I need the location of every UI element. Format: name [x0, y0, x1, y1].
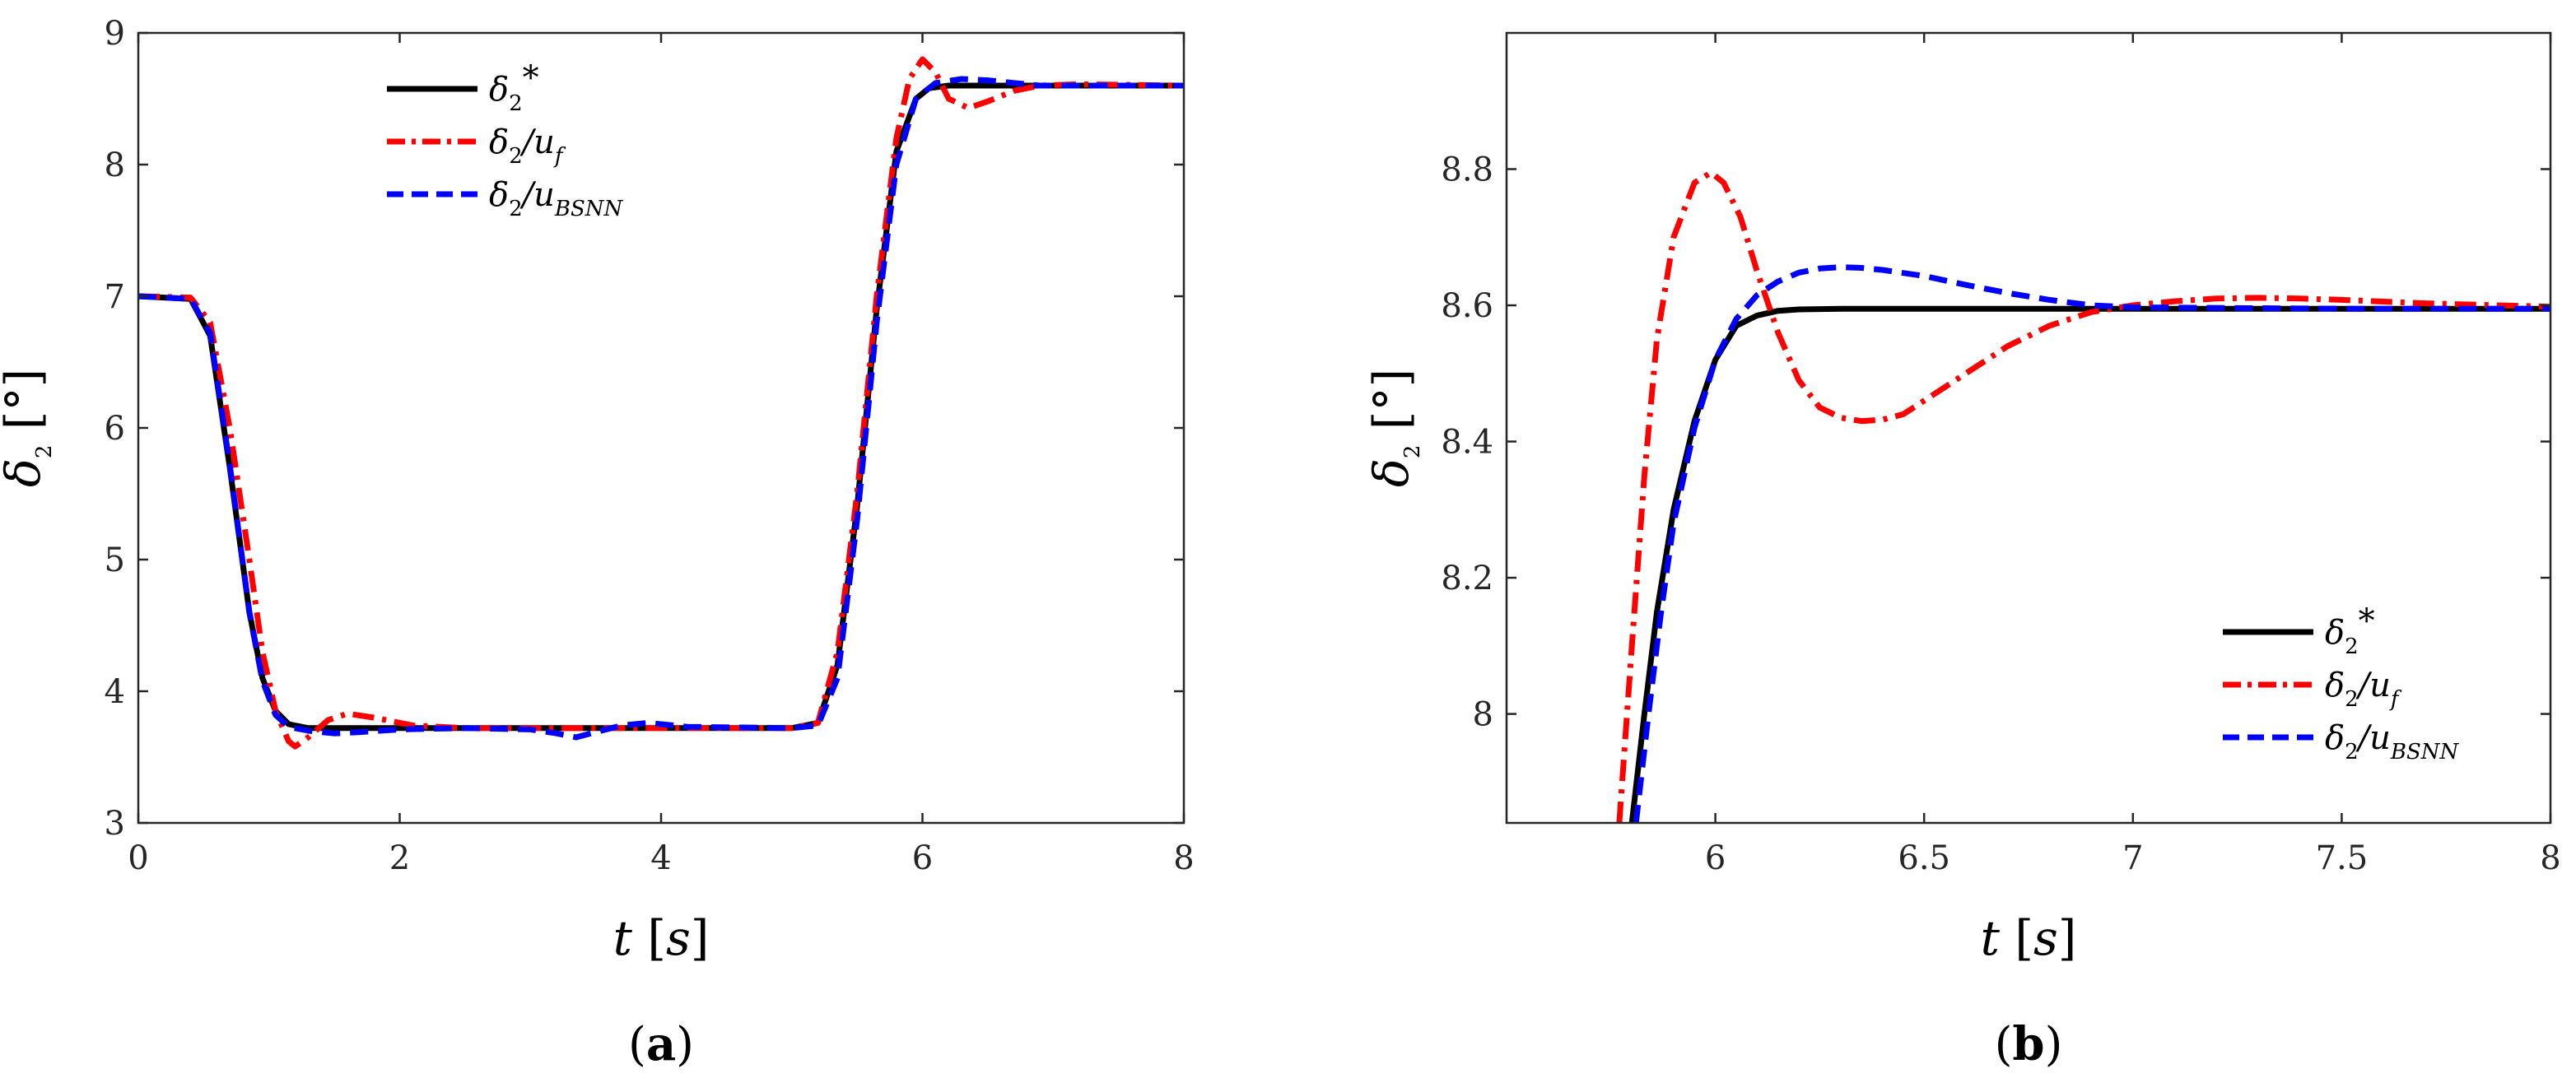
y-tick-label: 8.8: [1441, 151, 1493, 189]
x-tick-label: 6: [1705, 839, 1726, 877]
x-axis-label: t [s]: [613, 910, 710, 966]
y-axis-label: δ2 [°]: [0, 369, 57, 487]
y-tick-label: 7: [105, 278, 125, 316]
series-line-2: [138, 56, 1184, 750]
legend-entry-1: δ2*: [2325, 602, 2375, 659]
legend-entry-3: δ2/uBSNN: [2325, 719, 2460, 764]
y-tick-label: 8: [105, 146, 125, 184]
y-tick-label: 8.2: [1441, 560, 1493, 597]
legend-entry-2: δ2/uf: [2325, 667, 2402, 712]
y-tick-label: 4: [105, 673, 125, 711]
x-tick-label: 8: [2540, 839, 2560, 877]
x-tick-label: 4: [650, 839, 671, 877]
x-tick-label: 2: [389, 839, 410, 877]
panel-label: (b): [1995, 1017, 2063, 1071]
axes-box: [1505, 31, 2552, 825]
series-line-3: [1633, 264, 2550, 823]
legend-entry-3: δ2/uBSNN: [489, 176, 624, 221]
y-tick-label: 9: [105, 15, 125, 53]
series-line-3: [138, 76, 1184, 741]
plot-area: [138, 33, 1184, 823]
x-tick-label: 6.5: [1898, 839, 1950, 877]
x-tick-label: 8: [1173, 839, 1194, 877]
x-axis-label: t [s]: [1981, 910, 2077, 966]
x-tick-label: 7.5: [2316, 839, 2369, 877]
legend-entry-1: δ2*: [489, 59, 539, 116]
panel-b: 6 6.5 7 7.5 8 8 8.2 8.4 8.6 8.8 t [s] δ2 [°] δ2* δ2/u…: [1363, 31, 2561, 1071]
y-tick-label: 8.4: [1441, 424, 1493, 462]
series-line-1: [1628, 305, 2550, 823]
legend: δ2* δ2/uf δ2/uBSNN: [2223, 602, 2460, 764]
y-tick-label: 5: [105, 541, 125, 579]
series-line-2: [1616, 170, 2550, 823]
panel-label: (a): [628, 1017, 694, 1071]
y-tick-label: 8.6: [1441, 287, 1493, 325]
x-tick-label: 0: [128, 839, 148, 877]
plot-area: [1507, 33, 2550, 823]
x-tick-label: 7: [2122, 839, 2143, 877]
x-tick-label: 6: [912, 839, 933, 877]
y-axis-label: δ2 [°]: [1363, 369, 1425, 487]
y-tick-label: 6: [105, 410, 125, 448]
y-tick-label: 8: [1473, 696, 1493, 734]
y-tick-label: 3: [105, 805, 125, 843]
